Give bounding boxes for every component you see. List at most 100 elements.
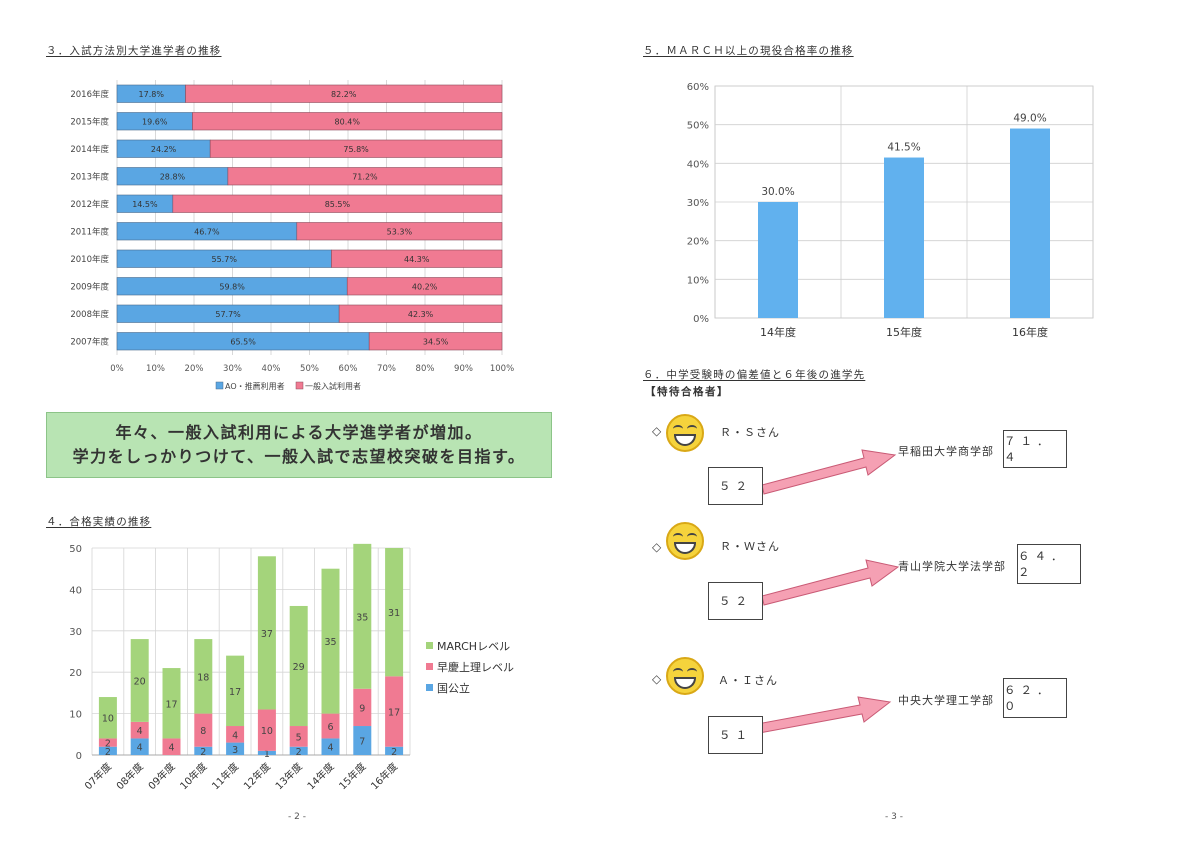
page-number-2: - 2 - — [288, 812, 306, 822]
student-1-marker: ◇ — [652, 424, 662, 438]
student-2-dest-value: ６４．２ — [1017, 544, 1081, 584]
banner-line-1: 年々、一般入試利用による大学進学者が増加。 — [115, 423, 483, 442]
data-label: 4 — [327, 743, 333, 754]
x-tick-label: 100% — [490, 364, 514, 374]
student-3-destination: 中央大学理工学部 — [898, 694, 994, 707]
legend-swatch-ao — [215, 381, 224, 390]
data-label: 53.3% — [387, 227, 413, 236]
data-label: 40.2% — [412, 282, 438, 291]
data-label: 28.8% — [160, 172, 186, 181]
y-tick-label: 2011年度 — [70, 226, 109, 237]
bar-general — [209, 139, 503, 158]
y-tick-label: 0 — [76, 751, 82, 762]
data-label: 71.2% — [352, 172, 378, 181]
bar-0 — [130, 738, 149, 755]
student-3-marker: ◇ — [652, 672, 662, 686]
bar — [758, 202, 798, 318]
bar-1 — [98, 738, 117, 747]
arrow-3 — [751, 696, 892, 735]
bar-2 — [353, 543, 372, 689]
legend-label-ao: AO・推薦利用者 — [225, 381, 285, 391]
y-tick-label: 2013年度 — [70, 171, 109, 182]
y-tick-label: 2008年度 — [70, 309, 109, 320]
bar-2 — [257, 556, 276, 710]
data-label: 59.8% — [219, 282, 245, 291]
student-3-name: Ａ・Ｉさん — [718, 674, 778, 687]
data-label: 2 — [391, 747, 397, 758]
data-label: 80.4% — [335, 117, 361, 126]
data-label: 17 — [229, 687, 241, 698]
data-label: 35 — [356, 612, 368, 623]
x-tick-label: 16年度 — [1012, 325, 1048, 339]
legend-swatch — [426, 642, 433, 649]
bar-0 — [321, 738, 340, 755]
bar-2 — [130, 639, 149, 722]
bar-0 — [385, 746, 404, 755]
y-tick-label: 40% — [687, 159, 709, 170]
student-1-dest-value: ７１．４ — [1003, 430, 1067, 468]
data-label: 46.7% — [194, 227, 220, 236]
y-tick-label: 20% — [687, 237, 709, 248]
x-tick-label: 10% — [146, 364, 165, 374]
legend-label: 早慶上理レベル — [437, 660, 514, 674]
x-tick-label: 0% — [110, 364, 124, 374]
legend-swatch-general — [295, 381, 304, 390]
y-tick-label: 20 — [69, 668, 82, 679]
y-tick-label: 2012年度 — [70, 199, 109, 210]
bar-1 — [385, 676, 404, 747]
data-label: 44.3% — [404, 255, 430, 264]
legend-swatch — [426, 684, 433, 691]
data-label: 42.3% — [408, 310, 434, 319]
data-label: 1 — [264, 749, 270, 760]
legend-label: MARCHレベル — [437, 640, 510, 653]
data-label: 4 — [232, 730, 238, 741]
student-2-name: Ｒ・Ｗさん — [720, 540, 780, 553]
y-tick-label: 2010年度 — [70, 254, 109, 265]
data-label: 20 — [134, 676, 146, 687]
student-2-score: ５２ — [708, 582, 763, 620]
x-tick-label: 14年度 — [760, 325, 796, 339]
legend-swatch — [426, 663, 433, 670]
arrow-1 — [761, 449, 897, 495]
student-1-name: Ｒ・Ｓさん — [720, 426, 780, 439]
bar — [1010, 128, 1050, 318]
data-label: 35 — [324, 637, 336, 648]
data-label: 3 — [232, 745, 238, 756]
section5-title: ５．ＭＡＲＣＨ以上の現役合格率の推移 — [643, 45, 854, 57]
bar-2 — [226, 655, 245, 727]
data-label: 10 — [261, 726, 273, 737]
data-label: 7 — [359, 737, 365, 748]
data-label: 41.5% — [887, 142, 920, 154]
section3-title: ３．入試方法別大学進学者の推移 — [46, 45, 222, 57]
bar-1 — [162, 738, 181, 755]
y-tick-label: 50% — [687, 121, 709, 132]
bar-general — [227, 167, 503, 186]
data-label: 2 — [105, 747, 111, 758]
y-tick-label: 2007年度 — [70, 336, 109, 347]
data-label: 4 — [137, 743, 143, 754]
y-tick-label: 2009年度 — [70, 281, 109, 292]
data-label: 49.0% — [1013, 113, 1046, 125]
bar-1 — [226, 726, 245, 743]
arrow-2 — [761, 559, 900, 606]
data-label: 9 — [359, 703, 365, 714]
y-tick-label: 2015年度 — [70, 116, 109, 127]
y-tick-label: 60% — [687, 82, 709, 93]
data-label: 2 — [105, 739, 111, 750]
bar-2 — [289, 605, 308, 727]
bar-0 — [289, 746, 308, 755]
data-label: 19.6% — [142, 117, 168, 126]
x-tick-label: 30% — [223, 364, 242, 374]
bar-0 — [257, 750, 276, 755]
bar-general — [331, 249, 503, 268]
data-label: 57.7% — [215, 310, 241, 319]
bar-2 — [98, 697, 117, 739]
data-label: 85.5% — [325, 200, 351, 209]
x-tick-label: 20% — [185, 364, 204, 374]
bar-0 — [226, 742, 245, 755]
bar-2 — [162, 668, 181, 739]
bar-1 — [289, 726, 308, 747]
bar-2 — [321, 568, 340, 714]
y-tick-label: 30 — [69, 627, 82, 638]
